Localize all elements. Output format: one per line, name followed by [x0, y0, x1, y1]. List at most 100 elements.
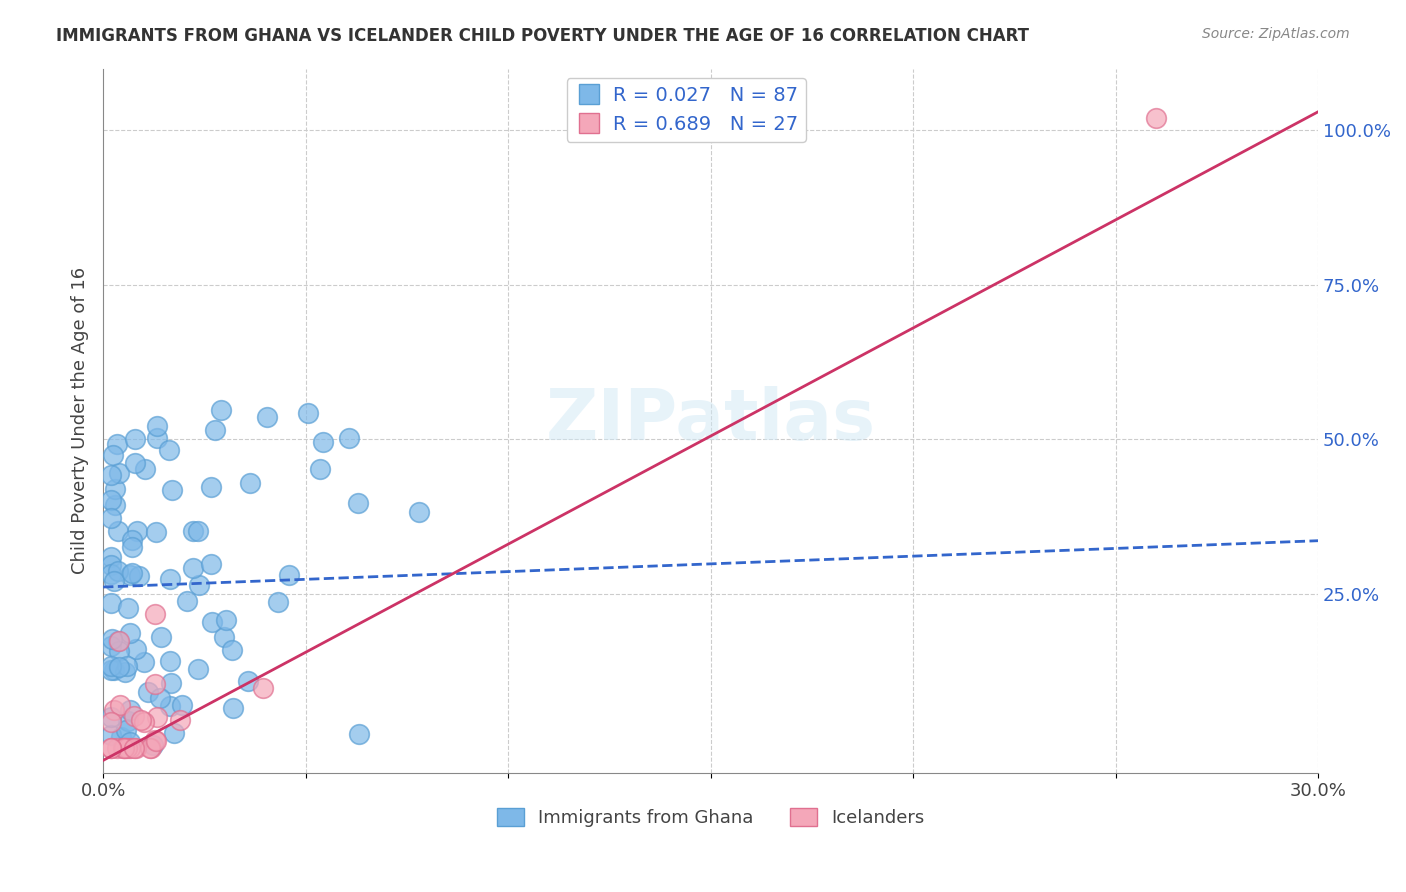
- Immigrants from Ghana: [159, 654, 181, 668]
- Icelanders: [139, 741, 162, 756]
- Immigrants from Ghana: [115, 659, 138, 673]
- Immigrants from Ghana: [204, 423, 226, 437]
- Immigrants from Ghana: [128, 569, 150, 583]
- Immigrants from Ghana: [278, 567, 301, 582]
- Immigrants from Ghana: [149, 690, 172, 705]
- Icelanders: [108, 634, 131, 648]
- Immigrants from Ghana: [118, 567, 141, 582]
- Immigrants from Ghana: [101, 449, 124, 463]
- Icelanders: [145, 733, 167, 747]
- Immigrants from Ghana: [121, 533, 143, 548]
- Icelanders: [146, 710, 169, 724]
- Immigrants from Ghana: [121, 566, 143, 581]
- Immigrants from Ghana: [187, 662, 209, 676]
- Immigrants from Ghana: [181, 561, 204, 575]
- Immigrants from Ghana: [267, 595, 290, 609]
- Immigrants from Ghana: [159, 698, 181, 713]
- Immigrants from Ghana: [136, 685, 159, 699]
- Immigrants from Ghana: [200, 480, 222, 494]
- Text: ZIPatlas: ZIPatlas: [546, 386, 876, 455]
- Icelanders: [143, 607, 166, 622]
- Immigrants from Ghana: [215, 613, 238, 627]
- Immigrants from Ghana: [105, 437, 128, 451]
- Immigrants from Ghana: [146, 432, 169, 446]
- Immigrants from Ghana: [100, 567, 122, 582]
- Immigrants from Ghana: [134, 656, 156, 670]
- Icelanders: [115, 740, 138, 755]
- Immigrants from Ghana: [124, 432, 146, 446]
- Immigrants from Ghana: [120, 625, 142, 640]
- Immigrants from Ghana: [337, 431, 360, 445]
- Immigrants from Ghana: [149, 630, 172, 644]
- Immigrants from Ghana: [117, 601, 139, 615]
- Immigrants from Ghana: [187, 524, 209, 538]
- Immigrants from Ghana: [134, 462, 156, 476]
- Immigrants from Ghana: [297, 406, 319, 420]
- Icelanders: [108, 698, 131, 713]
- Icelanders: [132, 714, 155, 729]
- Immigrants from Ghana: [201, 615, 224, 629]
- Immigrants from Ghana: [160, 483, 183, 497]
- Immigrants from Ghana: [118, 703, 141, 717]
- Immigrants from Ghana: [104, 499, 127, 513]
- Immigrants from Ghana: [176, 594, 198, 608]
- Immigrants from Ghana: [212, 630, 235, 644]
- Immigrants from Ghana: [222, 701, 245, 715]
- Immigrants from Ghana: [108, 644, 131, 658]
- Immigrants from Ghana: [100, 596, 122, 610]
- Immigrants from Ghana: [120, 735, 142, 749]
- Immigrants from Ghana: [163, 725, 186, 739]
- Icelanders: [169, 713, 191, 727]
- Immigrants from Ghana: [181, 524, 204, 538]
- Immigrants from Ghana: [160, 676, 183, 690]
- Immigrants from Ghana: [100, 728, 122, 742]
- Icelanders: [118, 741, 141, 756]
- Immigrants from Ghana: [239, 475, 262, 490]
- Immigrants from Ghana: [159, 572, 181, 586]
- Icelanders: [124, 741, 146, 756]
- Immigrants from Ghana: [104, 483, 127, 497]
- Icelanders: [100, 741, 122, 756]
- Immigrants from Ghana: [125, 641, 148, 656]
- Immigrants from Ghana: [236, 674, 259, 689]
- Immigrants from Ghana: [209, 403, 232, 417]
- Immigrants from Ghana: [117, 714, 139, 729]
- Immigrants from Ghana: [127, 524, 149, 538]
- Immigrants from Ghana: [103, 574, 125, 589]
- Immigrants from Ghana: [124, 457, 146, 471]
- Icelanders: [252, 681, 274, 695]
- Immigrants from Ghana: [108, 660, 131, 674]
- Immigrants from Ghana: [157, 443, 180, 458]
- Immigrants from Ghana: [100, 658, 122, 673]
- Icelanders: [122, 708, 145, 723]
- Immigrants from Ghana: [100, 550, 122, 565]
- Immigrants from Ghana: [309, 461, 332, 475]
- Immigrants from Ghana: [221, 643, 243, 657]
- Immigrants from Ghana: [100, 558, 122, 572]
- Text: IMMIGRANTS FROM GHANA VS ICELANDER CHILD POVERTY UNDER THE AGE OF 16 CORRELATION: IMMIGRANTS FROM GHANA VS ICELANDER CHILD…: [56, 27, 1029, 45]
- Immigrants from Ghana: [107, 565, 129, 579]
- Text: Source: ZipAtlas.com: Source: ZipAtlas.com: [1202, 27, 1350, 41]
- Icelanders: [131, 713, 153, 727]
- Icelanders: [141, 741, 163, 756]
- Icelanders: [112, 741, 135, 756]
- Immigrants from Ghana: [101, 632, 124, 646]
- Icelanders: [105, 741, 128, 756]
- Immigrants from Ghana: [100, 639, 122, 653]
- Immigrants from Ghana: [100, 710, 122, 724]
- Immigrants from Ghana: [100, 664, 122, 678]
- Immigrants from Ghana: [114, 665, 136, 679]
- Icelanders: [143, 677, 166, 691]
- Icelanders: [1144, 111, 1167, 125]
- Immigrants from Ghana: [110, 730, 132, 744]
- Icelanders: [100, 714, 122, 729]
- Immigrants from Ghana: [172, 698, 194, 713]
- Icelanders: [122, 741, 145, 756]
- Y-axis label: Child Poverty Under the Age of 16: Child Poverty Under the Age of 16: [72, 267, 89, 574]
- Immigrants from Ghana: [108, 466, 131, 480]
- Immigrants from Ghana: [103, 663, 125, 677]
- Immigrants from Ghana: [107, 633, 129, 648]
- Icelanders: [100, 741, 122, 756]
- Immigrants from Ghana: [100, 510, 122, 524]
- Legend: Immigrants from Ghana, Icelanders: Immigrants from Ghana, Icelanders: [489, 800, 932, 834]
